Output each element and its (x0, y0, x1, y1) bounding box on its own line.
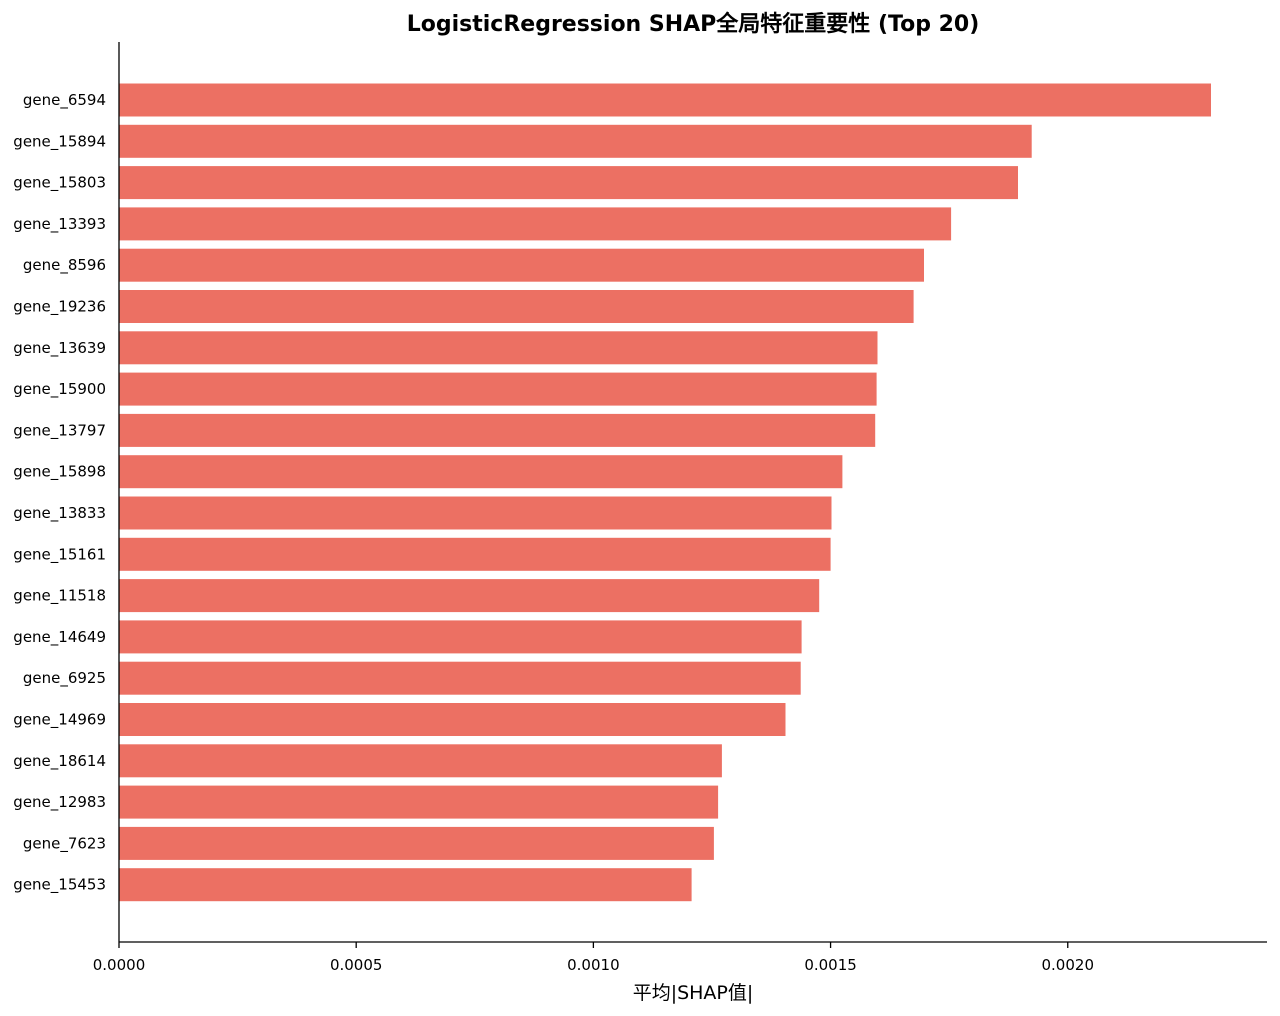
x-ticks: 0.0000 0.0005 0.0010 0.0015 0.0020 (93, 942, 1094, 974)
bar-gene_7623 (119, 826, 714, 860)
y-tick-label: gene_19236 (13, 298, 106, 317)
y-tick-label: gene_13833 (13, 504, 106, 523)
bar-gene_13833 (119, 496, 832, 530)
x-tick-label: 0.0010 (567, 956, 620, 974)
y-tick-label: gene_13393 (13, 215, 106, 234)
y-tick-label: gene_12983 (13, 793, 106, 812)
y-tick-label: gene_11518 (13, 587, 106, 606)
y-tick-label: gene_15894 (13, 132, 106, 151)
y-tick-label: gene_15900 (13, 380, 106, 399)
y-tick-label: gene_7623 (23, 834, 106, 853)
bar-gene_15894 (119, 124, 1032, 158)
y-tick-label: gene_15803 (13, 174, 106, 193)
bars-group (119, 83, 1211, 902)
bar-gene_6594 (119, 83, 1211, 117)
y-tick-label: gene_6925 (23, 669, 106, 688)
bar-gene_14969 (119, 703, 786, 736)
x-axis-label: 平均|SHAP值| (633, 982, 754, 1004)
chart-title: LogisticRegression SHAP全局特征重要性 (Top 20) (407, 11, 980, 37)
bar-gene_15453 (119, 868, 692, 902)
bar-gene_13639 (119, 331, 878, 365)
y-tick-label: gene_15898 (13, 463, 106, 482)
y-tick-labels: gene_6594 gene_15894 gene_15803 gene_13393g… (13, 91, 106, 895)
y-tick-label: gene_14969 (13, 711, 106, 730)
bar-gene_12983 (119, 785, 719, 819)
y-tick-label: gene_14649 (13, 628, 106, 647)
bar-gene_8596 (119, 248, 924, 282)
bar-gene_14649 (119, 620, 802, 654)
x-tick-label: 0.0000 (93, 956, 146, 974)
bar-gene_15898 (119, 455, 843, 489)
x-tick-label: 0.0020 (1042, 956, 1095, 974)
x-tick-label: 0.0015 (804, 956, 857, 974)
bar-gene_6925 (119, 661, 801, 695)
bar-gene_15161 (119, 537, 831, 571)
bar-gene_15900 (119, 372, 877, 406)
y-tick-label: gene_15453 (13, 876, 106, 895)
bar-gene_18614 (119, 744, 722, 778)
y-tick-label: gene_15161 (13, 545, 106, 564)
y-tick-label: gene_13797 (13, 421, 106, 440)
bar-gene_11518 (119, 579, 820, 613)
bar-gene_19236 (119, 290, 914, 323)
bar-gene_13797 (119, 413, 876, 447)
y-tick-label: gene_8596 (23, 256, 106, 275)
y-tick-label: gene_6594 (23, 91, 106, 110)
y-tick-label: gene_18614 (13, 752, 106, 771)
bar-gene_15803 (119, 166, 1018, 200)
bar-gene_13393 (119, 207, 952, 241)
y-tick-label: gene_13639 (13, 339, 106, 358)
x-tick-label: 0.0005 (330, 956, 383, 974)
